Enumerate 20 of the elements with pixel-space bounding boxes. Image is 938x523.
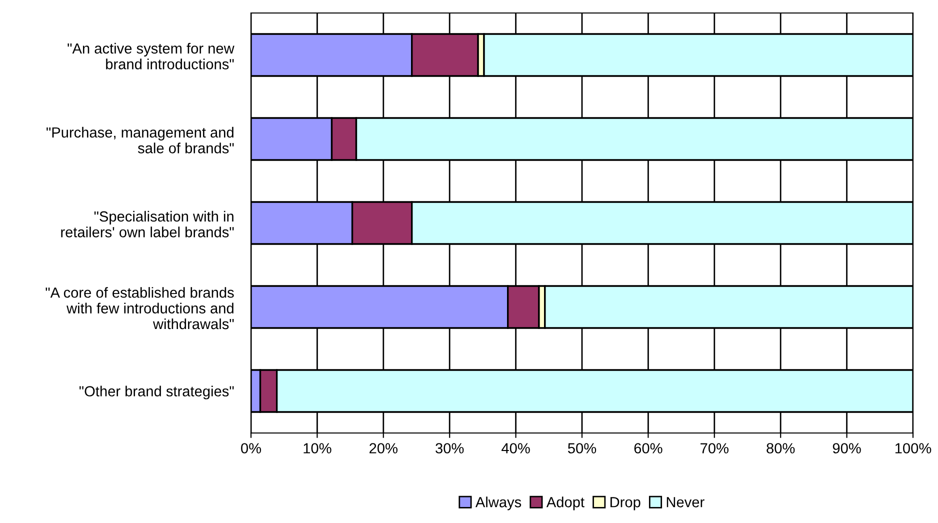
y-tick-label: "Other brand strategies" bbox=[80, 386, 234, 400]
x-tick-label: 30% bbox=[436, 443, 464, 454]
x-tick-label: 60% bbox=[634, 443, 662, 454]
y-tick-label: "A core of established brands with few introductions and withdrawals" bbox=[46, 287, 234, 330]
legend-label: Always bbox=[475, 496, 522, 510]
y-tick-label: "Purchase, management and sale of brands" bbox=[46, 126, 234, 154]
x-tick-label: 40% bbox=[502, 443, 530, 454]
y-tick-label: "An active system for new brand introductions" bbox=[68, 42, 234, 70]
x-tick-label: 20% bbox=[370, 443, 398, 454]
x-tick-label: 90% bbox=[832, 443, 861, 454]
legend-label: Adopt bbox=[546, 496, 584, 510]
x-tick-label: 0% bbox=[241, 443, 262, 454]
x-tick-label: 10% bbox=[304, 443, 332, 454]
legend-label: Never bbox=[666, 497, 704, 508]
y-tick-label: "Specialisation with in retailers' own label brands" bbox=[61, 210, 234, 238]
x-tick-label: 50% bbox=[568, 443, 596, 454]
x-tick-label: 80% bbox=[766, 443, 795, 454]
x-tick-label: 100% bbox=[895, 443, 932, 454]
legend-label: Drop bbox=[610, 497, 640, 510]
x-tick-label: 70% bbox=[700, 443, 728, 454]
